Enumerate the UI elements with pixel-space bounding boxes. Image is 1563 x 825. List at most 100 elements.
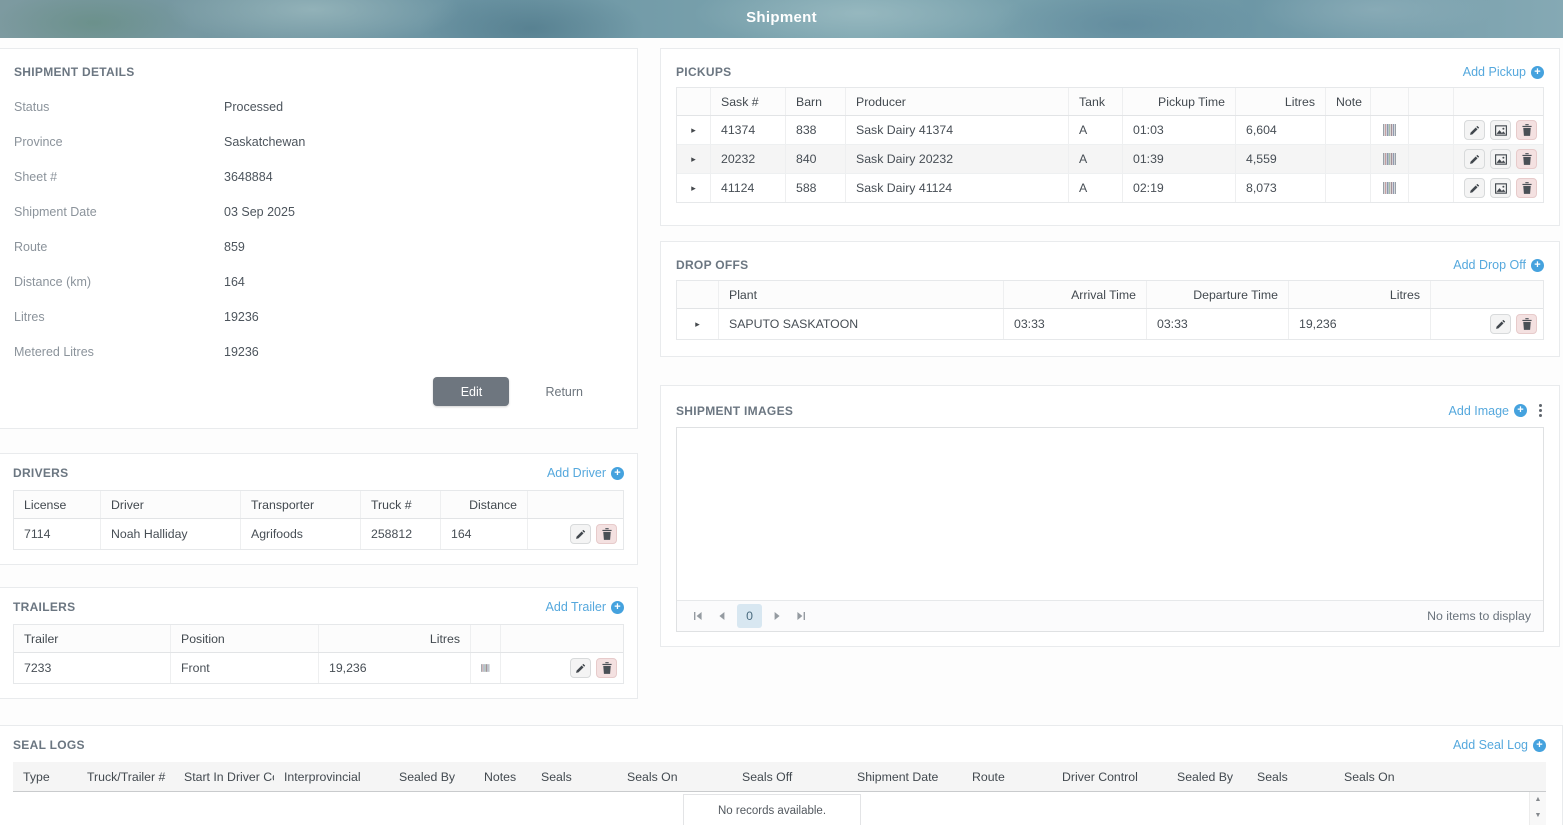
edit-pencil-icon[interactable] [1490,314,1511,334]
column-header-route[interactable]: Route [972,769,1005,784]
drop-off-plant-cell: SAPUTO SASKATOON [719,309,1004,339]
detail-label: Province [14,134,63,149]
seal-logs-table-header: Type Truck/Trailer # Start In Driver Co.… [13,762,1546,792]
column-header-driver-control[interactable]: Driver Control [1062,769,1138,784]
drivers-table: License Driver Transporter Truck # Dista… [13,490,624,550]
pickups-table: Sask # Barn Producer Tank Pickup Time Li… [676,87,1544,203]
seal-logs-title: SEAL LOGS [13,738,85,752]
plus-circle-icon: + [1531,65,1544,79]
image-icon[interactable] [1490,178,1511,198]
column-header-producer[interactable]: Producer [846,88,1069,115]
delete-trash-icon[interactable] [1516,314,1537,334]
column-header-shipment-date[interactable]: Shipment Date [857,769,939,784]
image-icon[interactable] [1490,120,1511,140]
pickup-spacer-cell [1409,116,1454,144]
column-header-tank[interactable]: Tank [1069,88,1123,115]
add-drop-off-button[interactable]: Add Drop Off + [1453,258,1544,272]
column-header-sealed-by[interactable]: Sealed By [399,769,456,784]
column-header-position[interactable]: Position [171,625,319,652]
delete-trash-icon[interactable] [1516,178,1537,198]
pickup-row: ▸ 20232 840 Sask Dairy 20232 A 01:39 4,5… [677,145,1543,174]
row-expander-icon[interactable]: ▸ [677,174,711,202]
column-header-type[interactable]: Type [23,769,50,784]
row-expander-icon[interactable]: ▸ [677,116,711,144]
pickup-producer-cell: Sask Dairy 20232 [846,145,1069,173]
pickup-row: ▸ 41374 838 Sask Dairy 41374 A 01:03 6,6… [677,116,1543,145]
column-header-departure-time[interactable]: Departure Time [1147,281,1289,308]
column-header-seals[interactable]: Seals [541,769,572,784]
pager-last-icon[interactable] [792,609,810,623]
edit-pencil-icon[interactable] [1464,120,1485,140]
driver-distance-cell: 164 [441,519,528,549]
add-pickup-button[interactable]: Add Pickup + [1463,65,1544,79]
drop-offs-title: DROP OFFS [676,258,749,272]
delete-trash-icon[interactable] [596,524,617,544]
column-header-sask[interactable]: Sask # [711,88,786,115]
pager-next-icon[interactable] [768,609,786,623]
pickup-time-cell: 02:19 [1123,174,1236,202]
scroll-down-icon[interactable]: ▼ [1534,812,1542,819]
column-header-seals-on[interactable]: Seals On [627,769,678,784]
drop-offs-table-header: Plant Arrival Time Departure Time Litres [677,281,1543,309]
add-trailer-button[interactable]: Add Trailer + [546,600,624,614]
column-header-start-in-driver[interactable]: Start In Driver Co... [184,769,274,784]
edit-button[interactable]: Edit [433,377,510,406]
column-header-transporter[interactable]: Transporter [241,491,361,518]
drop-off-arrival-cell: 03:33 [1004,309,1147,339]
column-header-driver[interactable]: Driver [101,491,241,518]
edit-pencil-icon[interactable] [1464,178,1485,198]
column-header-seals-off[interactable]: Seals Off [742,769,793,784]
column-header-truck[interactable]: Truck # [361,491,441,518]
column-header-seals-2[interactable]: Seals [1257,769,1288,784]
trailer-row: 7233 Front 19,236 [14,653,623,683]
column-header-license[interactable]: License [14,491,101,518]
column-header-trailer[interactable]: Trailer [14,625,171,652]
column-header-barn[interactable]: Barn [786,88,846,115]
detail-row-status: Status Processed [14,89,623,124]
detail-value: 19236 [224,344,259,359]
column-header-pickup-time[interactable]: Pickup Time [1123,88,1236,115]
column-header-distance[interactable]: Distance [441,491,528,518]
add-image-button[interactable]: Add Image + [1449,404,1527,418]
row-expander-icon[interactable]: ▸ [677,309,719,339]
pickup-sask-cell: 41124 [711,174,786,202]
column-header-seals-on-2[interactable]: Seals On [1344,769,1395,784]
pager-prev-icon[interactable] [713,609,731,623]
column-header-arrival-time[interactable]: Arrival Time [1004,281,1147,308]
detail-value: 19236 [224,309,259,324]
edit-pencil-icon[interactable] [1464,149,1485,169]
add-seal-log-button[interactable]: Add Seal Log + [1453,738,1546,752]
column-header-interprovincial[interactable]: Interprovincial [284,769,361,784]
column-header-spacer [1409,88,1454,115]
column-header-truck-trailer[interactable]: Truck/Trailer # [87,769,166,784]
delete-trash-icon[interactable] [1516,149,1537,169]
row-expander-icon[interactable]: ▸ [677,145,711,173]
add-seal-log-label: Add Seal Log [1452,738,1528,752]
kebab-menu-icon[interactable] [1537,402,1544,419]
detail-value: 859 [224,239,245,254]
add-driver-button[interactable]: Add Driver + [547,466,624,480]
delete-trash-icon[interactable] [596,658,617,678]
column-header-litres[interactable]: Litres [1289,281,1431,308]
column-header-sealed-by-2[interactable]: Sealed By [1177,769,1234,784]
pickup-tank-cell: A [1069,116,1123,144]
pager-page-number[interactable]: 0 [737,604,762,628]
vertical-scrollbar[interactable]: ▲ ▼ [1529,792,1546,825]
column-header-litres[interactable]: Litres [319,625,471,652]
column-header-litres[interactable]: Litres [1236,88,1326,115]
column-header-notes[interactable]: Notes [484,769,517,784]
pickup-commands-cell [1454,116,1543,144]
return-link[interactable]: Return [545,384,583,399]
scroll-up-icon[interactable]: ▲ [1534,796,1542,803]
seal-logs-panel: SEAL LOGS Add Seal Log + Type Truck/Trai… [0,725,1563,825]
pickup-barn-cell: 838 [786,116,846,144]
edit-pencil-icon[interactable] [570,658,591,678]
barcode-icon [471,653,501,683]
column-header-note[interactable]: Note [1326,88,1371,115]
column-header-plant[interactable]: Plant [719,281,1004,308]
delete-trash-icon[interactable] [1516,120,1537,140]
image-icon[interactable] [1490,149,1511,169]
edit-pencil-icon[interactable] [570,524,591,544]
pager-first-icon[interactable] [689,609,707,623]
shipment-details-panel: SHIPMENT DETAILS Status Processed Provin… [0,48,638,429]
